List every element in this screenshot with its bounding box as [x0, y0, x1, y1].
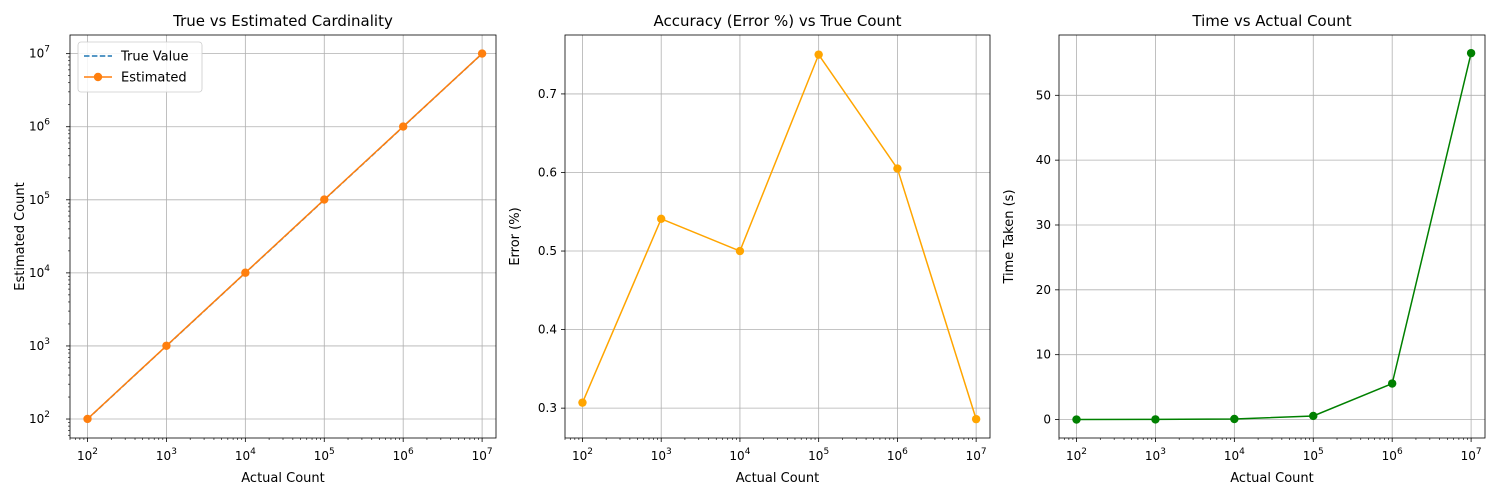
legend-label: Estimated: [121, 71, 187, 86]
data-point: [1151, 415, 1160, 424]
series-estimated: [83, 49, 487, 424]
y-tick-label: 50: [1036, 88, 1051, 102]
y-tick-label: 104: [29, 264, 50, 280]
data-point: [1387, 379, 1397, 388]
series-line: [87, 53, 483, 420]
x-tick-label: 102: [77, 447, 98, 463]
x-tick-label: 104: [729, 447, 750, 463]
data-point: [398, 122, 408, 131]
series-line: [1076, 52, 1472, 421]
chart-panel-error: Accuracy (Error %) vs True Count Actual …: [508, 12, 991, 486]
grid: [1059, 35, 1485, 438]
x-axis-label: Actual Count: [736, 471, 819, 486]
x-tick-label: 103: [651, 447, 672, 463]
grid: [70, 35, 496, 438]
x-tick-label: 104: [235, 447, 256, 463]
y-tick-label: 0.4: [538, 323, 557, 337]
series-line: [581, 53, 977, 420]
y-axis-label: Estimated Count: [13, 182, 28, 290]
y-tick-label: 10: [1036, 348, 1051, 362]
x-tick-label: 107: [966, 447, 987, 463]
x-tick-label: 105: [808, 447, 829, 463]
data-point: [814, 50, 823, 59]
y-tick-label: 107: [29, 45, 50, 61]
x-axis-label: Actual Count: [241, 471, 324, 486]
y-tick-label: 30: [1036, 218, 1051, 232]
x-tick-label: 103: [1145, 447, 1166, 463]
y-tick-label: 0.6: [538, 165, 557, 179]
y-tick-label: 0.3: [538, 401, 557, 415]
data-point: [1309, 411, 1318, 421]
data-point: [971, 414, 981, 424]
x-tick-label: 102: [572, 447, 593, 463]
chart-title: Time vs Actual Count: [1191, 12, 1351, 30]
series-0: [578, 50, 981, 424]
y-tick-label: 103: [29, 337, 50, 353]
x-tick-label: 107: [472, 447, 493, 463]
x-tick-label: 102: [1066, 447, 1087, 463]
x-tick-label: 106: [1382, 447, 1403, 463]
legend-marker: [93, 72, 103, 82]
x-tick-label: 106: [887, 447, 908, 463]
y-tick-label: 102: [29, 410, 50, 426]
y-tick-label: 0.7: [538, 87, 557, 101]
y-tick-label: 0.5: [538, 244, 557, 258]
data-point: [657, 214, 666, 224]
x-tick-label: 105: [1303, 447, 1324, 463]
y-tick-label: 0: [1043, 413, 1051, 427]
chart-panel-time: Time vs Actual Count Actual Count Time T…: [1002, 12, 1486, 486]
legend-box: [77, 41, 203, 93]
data-point: [320, 195, 329, 204]
series-0: [1072, 48, 1476, 424]
y-tick-label: 20: [1036, 283, 1051, 297]
x-axis-label: Actual Count: [1230, 471, 1313, 486]
data-point: [1466, 48, 1476, 58]
y-tick-label: 106: [29, 118, 50, 134]
grid: [565, 35, 990, 438]
chart-panel-cardinality: True vs Estimated Cardinality Actual Cou…: [13, 12, 497, 486]
data-point: [735, 246, 745, 256]
x-tick-label: 105: [314, 447, 335, 463]
data-point: [578, 398, 587, 407]
data-point: [241, 268, 250, 277]
legend: True Value Estimated: [77, 41, 203, 93]
x-tick-label: 103: [156, 447, 177, 463]
legend-label: True Value: [120, 50, 188, 65]
ticks: 102 103 104 105 106 107 0 10 20 30 40 50: [1036, 88, 1482, 463]
y-tick-label: 40: [1036, 153, 1051, 167]
chart-title: Accuracy (Error %) vs True Count: [654, 12, 902, 30]
ticks: 102 103 104 105 106 107 0.3 0.4 0.5 0.6 0.7: [538, 87, 987, 463]
data-point: [1072, 415, 1081, 424]
plot-frame: [69, 34, 497, 439]
y-tick-label: 105: [29, 191, 50, 207]
y-axis-label: Time Taken (s): [1002, 189, 1017, 284]
data-point: [83, 414, 92, 424]
x-tick-label: 106: [393, 447, 414, 463]
x-tick-label: 104: [1224, 447, 1245, 463]
data-point: [162, 341, 171, 350]
data-point: [1230, 414, 1239, 424]
x-tick-label: 107: [1461, 447, 1482, 463]
plot-frame: [564, 34, 991, 439]
plot-frame: [1058, 34, 1486, 439]
y-axis-label: Error (%): [508, 207, 523, 265]
chart-title: True vs Estimated Cardinality: [172, 12, 393, 30]
data-point: [893, 164, 902, 173]
data-point: [477, 49, 487, 58]
